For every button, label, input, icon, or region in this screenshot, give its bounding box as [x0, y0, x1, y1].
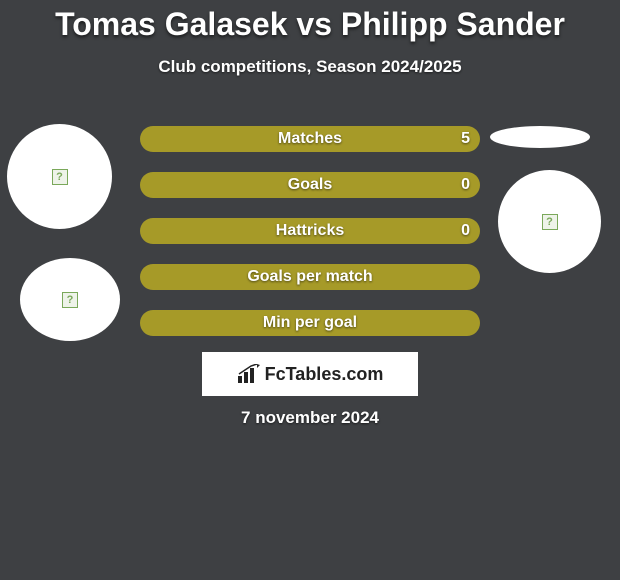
bar-label: Goals [288, 176, 332, 194]
player1-avatar-top: ? [7, 124, 112, 229]
broken-image-icon: ? [62, 292, 78, 308]
brand-box[interactable]: FcTables.com [202, 352, 418, 396]
bar-min-per-goal: Min per goal [140, 310, 480, 336]
bar-value: 0 [461, 176, 470, 194]
player2-ellipse [490, 126, 590, 148]
bar-value: 5 [461, 130, 470, 148]
page-title: Tomas Galasek vs Philipp Sander [0, 0, 620, 43]
page-subtitle: Club competitions, Season 2024/2025 [0, 57, 620, 77]
bar-goals: Goals 0 [140, 172, 480, 198]
update-date: 7 november 2024 [0, 408, 620, 428]
bar-label: Matches [278, 130, 342, 148]
bar-label: Goals per match [247, 268, 372, 286]
bar-value: 0 [461, 222, 470, 240]
stat-bars: Matches 5 Goals 0 Hattricks 0 Goals per … [140, 126, 480, 356]
brand-text: FcTables.com [265, 364, 384, 385]
brand-inner: FcTables.com [237, 364, 384, 385]
broken-image-icon: ? [542, 214, 558, 230]
player2-avatar: ? [498, 170, 601, 273]
bar-label: Min per goal [263, 314, 357, 332]
bar-hattricks: Hattricks 0 [140, 218, 480, 244]
bar-matches: Matches 5 [140, 126, 480, 152]
brand-chart-icon [237, 364, 261, 384]
comparison-card: Tomas Galasek vs Philipp Sander Club com… [0, 0, 620, 580]
player1-avatar-bottom: ? [20, 258, 120, 341]
broken-image-icon: ? [52, 169, 68, 185]
bar-goals-per-match: Goals per match [140, 264, 480, 290]
bar-label: Hattricks [276, 222, 344, 240]
